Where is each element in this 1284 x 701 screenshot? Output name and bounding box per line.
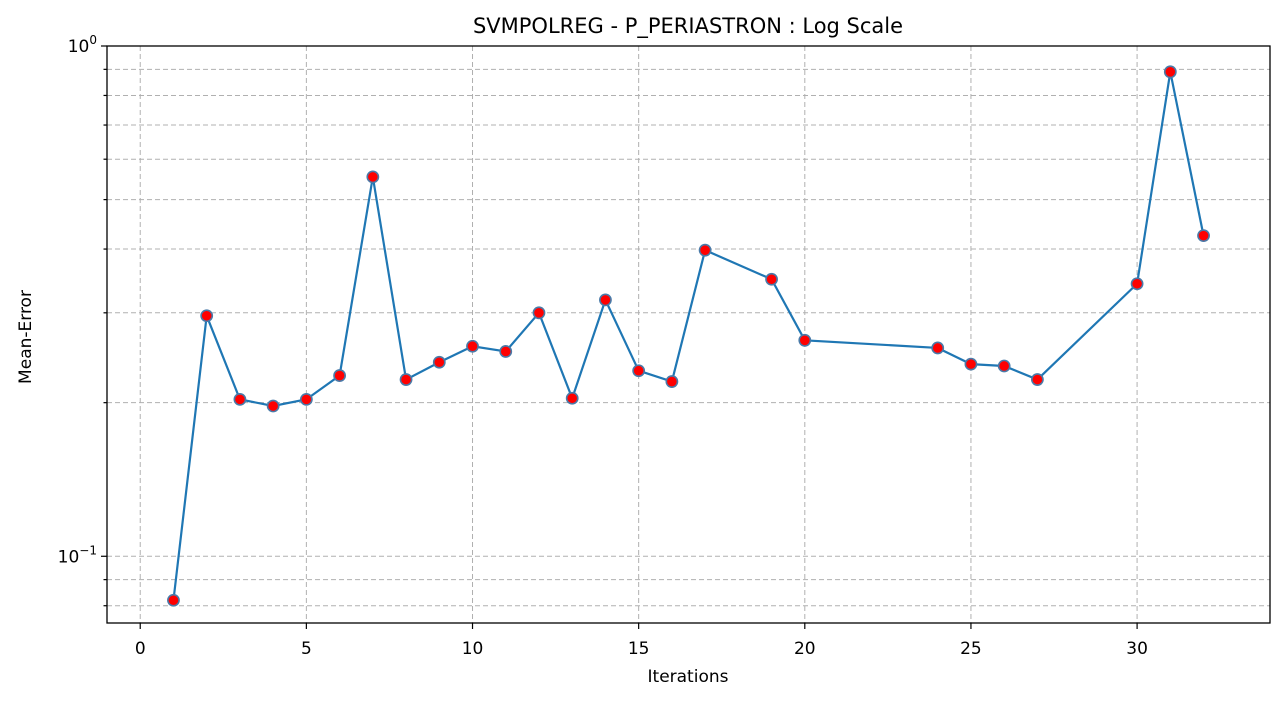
y-tick-label: 10−1 [58,543,97,567]
x-axis-ticks: 0 5 10 15 20 25 30 [135,623,1148,659]
data-point [1031,373,1044,386]
series-layer [172,71,1205,601]
data-point [366,170,380,184]
data-point [964,357,978,371]
data-point [432,355,446,369]
data-point [399,373,413,386]
chart-title: SVMPOLREG - P_PERIASTRON : Log Scale [473,14,903,39]
data-point [599,293,612,307]
x-axis-label: Iterations [648,667,729,687]
data-point [466,339,479,353]
data-point [765,272,778,286]
data-point [997,359,1011,373]
y-axis-ticks: 10−1 100 [58,33,107,607]
x-tick-label: 30 [1126,639,1148,659]
marker-layer [167,65,1210,607]
data-point [266,399,280,413]
x-tick-label: 20 [794,639,816,659]
plot-frame [106,45,1271,624]
data-point [532,306,546,320]
grid-lines [107,45,1270,623]
y-axis-label: Mean-Error [16,290,36,384]
data-point [931,341,945,355]
x-tick-label: 10 [462,639,484,659]
data-point [499,345,513,358]
data-point [565,391,579,405]
data-point [1163,65,1177,79]
data-point [665,375,679,388]
data-point [698,243,712,257]
data-point [1197,229,1210,243]
data-point [167,593,180,607]
data-point [798,333,812,347]
data-point [333,369,346,382]
data-point [632,364,646,378]
x-tick-label: 0 [135,639,146,659]
data-point [233,392,247,406]
data-point [299,392,313,406]
y-tick-label: 100 [68,33,97,57]
x-tick-label: 15 [628,639,650,659]
x-tick-label: 25 [960,639,982,659]
series-line [172,71,1205,601]
data-point [200,309,214,323]
data-point [1130,277,1144,291]
x-tick-label: 5 [301,639,312,659]
